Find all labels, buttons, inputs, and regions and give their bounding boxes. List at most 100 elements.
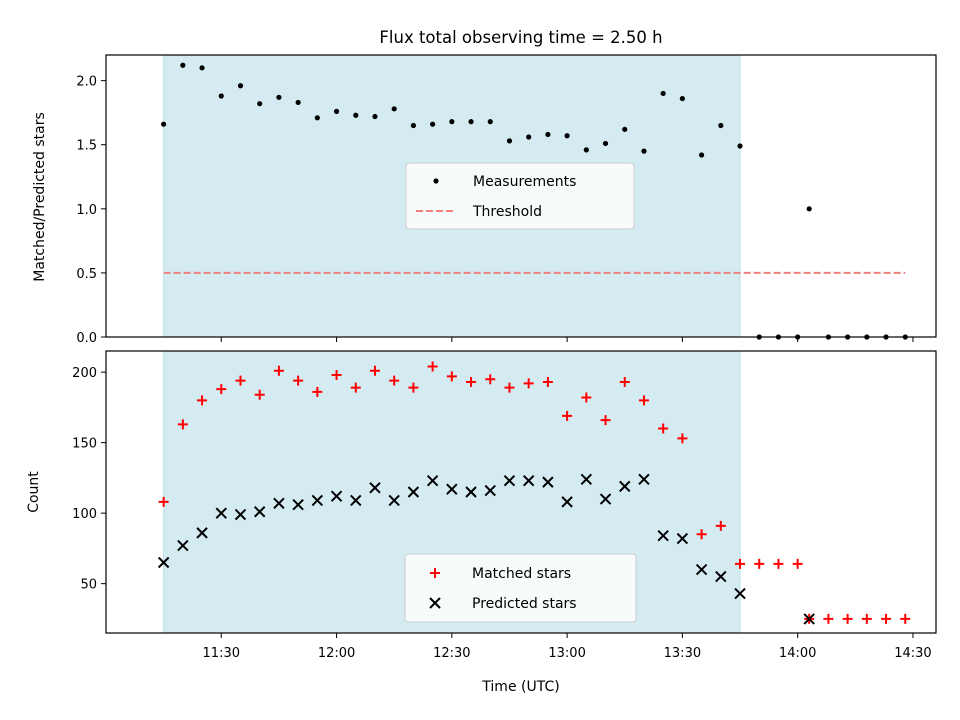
top-y-tick-label: 0.0 (76, 331, 97, 346)
legend-matched-label: Matched stars (472, 566, 571, 582)
matched-stars-point (562, 410, 573, 421)
bottom-y-tick-label: 150 (72, 437, 97, 452)
predicted-stars-point (503, 475, 516, 487)
measurements-point (237, 83, 244, 89)
measurements-point (295, 99, 301, 106)
top-y-tick-label: 2.0 (76, 75, 97, 90)
predicted-stars-point (311, 494, 324, 507)
matched-stars-point (485, 374, 496, 385)
top-plot-frame (105, 54, 937, 338)
top-legend: Measurements Threshold (405, 162, 635, 230)
bottom-legend-box (404, 553, 637, 623)
measurements-point (218, 93, 224, 99)
measurements-point (679, 95, 685, 102)
legend-measurements-label: Measurements (473, 174, 576, 190)
predicted-stars-point (657, 530, 669, 542)
measurements-point (333, 108, 340, 114)
x-tick-label: 13:00 (548, 646, 585, 661)
measurements-point (583, 147, 589, 153)
measurements-point (391, 106, 397, 112)
bottom-x-axis-label: Time (UTC) (481, 679, 559, 695)
matched-stars-point (542, 377, 553, 388)
measurements-point (257, 101, 263, 107)
predicted-stars-point (446, 483, 458, 495)
matched-stars-point (792, 558, 803, 569)
predicted-stars-point (292, 498, 304, 511)
predicted-stars-point (388, 494, 400, 507)
x-tick-label: 14:30 (894, 646, 931, 661)
predicted-stars-point (177, 539, 189, 552)
predicted-stars-point (253, 506, 266, 518)
predicted-stars-point (273, 497, 285, 509)
top-data-layer (161, 62, 908, 340)
predicted-stars-point (638, 473, 650, 486)
matched-stars-point (773, 558, 784, 569)
predicted-stars-point (676, 532, 689, 545)
measurements-point (199, 65, 205, 71)
predicted-stars-point (580, 473, 593, 486)
matched-stars-point (331, 369, 342, 380)
predicted-stars-point (407, 486, 420, 498)
top-y-tick-label: 0.5 (76, 267, 97, 282)
matched-stars-point (235, 375, 246, 386)
x-tick-label: 14:00 (779, 646, 816, 661)
measurements-point (506, 138, 513, 144)
matched-stars-point (696, 529, 707, 540)
matched-stars-point (350, 382, 361, 393)
predicted-stars-point (234, 508, 247, 521)
x-tick-label: 11:30 (203, 646, 240, 661)
measurements-point (487, 119, 493, 125)
measurements-point (430, 121, 436, 127)
measurements-point (699, 152, 705, 158)
matched-stars-point (273, 365, 284, 376)
top-y-ticks: 0.0 0.5 1.0 1.5 2.0 (76, 75, 106, 346)
matched-stars-point (638, 395, 649, 406)
measurements-point (545, 131, 551, 138)
matched-stars-point (842, 613, 853, 624)
matched-stars-point (523, 378, 534, 389)
bottom-y-ticks: 50 100 150 200 (72, 366, 106, 593)
top-panel: Flux total observing time = 2.50 h Match… (32, 28, 937, 346)
predicted-stars-point (330, 490, 343, 502)
predicted-stars-point (561, 496, 573, 508)
matched-stars-point (735, 558, 746, 569)
matched-stars-point (446, 371, 457, 382)
measurements-point (602, 140, 609, 147)
matched-stars-point (177, 419, 188, 430)
bottom-legend: Matched stars Predicted stars (404, 553, 637, 623)
matched-stars-point (715, 520, 726, 531)
measurements-point (353, 112, 359, 118)
legend-threshold-label: Threshold (472, 204, 542, 220)
matched-stars-point (581, 392, 592, 403)
predicted-stars-point (695, 563, 708, 576)
predicted-stars-point (157, 556, 170, 569)
matched-stars-point (754, 558, 765, 569)
measurements-point (622, 126, 628, 132)
top-y-tick-label: 1.5 (76, 139, 97, 154)
legend-predicted-label: Predicted stars (472, 596, 577, 612)
measurements-point (449, 119, 455, 125)
x-tick-label: 12:00 (318, 646, 355, 661)
matched-stars-point (216, 384, 227, 395)
matched-stars-point (197, 395, 208, 406)
measurements-point (737, 143, 743, 149)
top-y-tick-label: 1.0 (76, 203, 97, 218)
top-y-axis-label: Matched/Predicted stars (32, 112, 48, 282)
bottom-y-tick-label: 200 (72, 366, 97, 381)
matched-stars-point (389, 375, 400, 386)
matched-stars-point (861, 613, 872, 624)
bottom-plot-frame (105, 350, 937, 634)
matched-stars-point (881, 613, 892, 624)
predicted-stars-point (715, 570, 727, 583)
matched-stars-point (677, 433, 688, 444)
measurements-point (276, 94, 282, 100)
measurements-point (410, 122, 417, 129)
measurements-point (372, 113, 378, 120)
predicted-stars-point (542, 476, 554, 488)
measurements-point (180, 62, 186, 68)
measurements-point (564, 133, 570, 139)
bottom-y-tick-label: 100 (72, 507, 97, 522)
predicted-stars-point (196, 527, 208, 539)
